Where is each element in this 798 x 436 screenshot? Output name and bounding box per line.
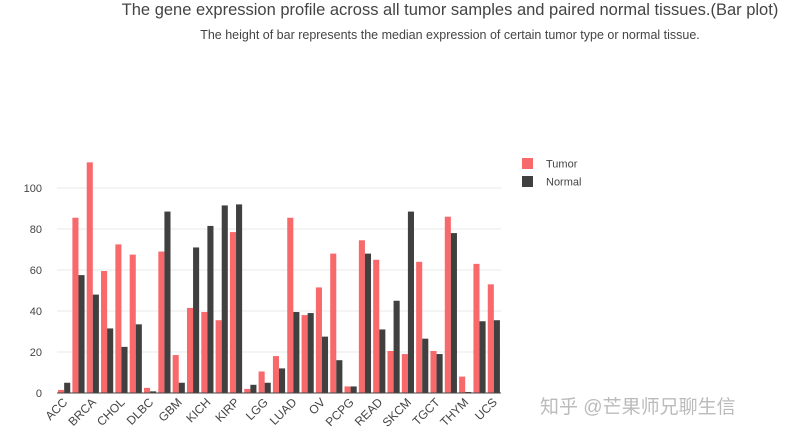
bar-tumor-stad (416, 261, 423, 393)
bar-normal-kirc (221, 205, 228, 393)
bar-normal-coad (135, 324, 142, 393)
bar-normal-laml (250, 384, 257, 393)
bar-tumor-lihc (272, 356, 279, 393)
bar-normal-lgg (264, 382, 271, 393)
legend-swatch-tumor (522, 158, 533, 169)
x-tick-label: LUAD (267, 395, 300, 428)
bar-tumor-kirp (229, 232, 237, 393)
bar-normal-stad (422, 338, 429, 393)
bar-normal-skcm (407, 211, 414, 393)
bar-tumor-brca (86, 162, 93, 393)
bar-tumor-thym (459, 376, 466, 393)
y-tick-label: 20 (30, 347, 42, 359)
bar-normal-chol (121, 346, 128, 393)
legend-label-tumor: Tumor (546, 159, 578, 171)
bar-tumor-acc (58, 389, 65, 393)
y-tick-label: 0 (36, 388, 42, 400)
bar-tumor-thca (444, 216, 451, 393)
bar-normal-luad (293, 312, 300, 393)
bar-normal-gbm (178, 382, 185, 393)
bar-normal-kich (207, 225, 214, 393)
bar-tumor-gbm (172, 355, 179, 393)
x-tick-label: SKCM (380, 395, 414, 429)
bar-normal-thym (465, 391, 472, 393)
legend-label-normal: Normal (546, 177, 581, 189)
bar-tumor-blca (72, 217, 79, 393)
x-tick-label: READ (352, 395, 386, 429)
bar-tumor-hnsc (186, 307, 194, 393)
bar-tumor-ucs (487, 284, 494, 393)
y-tick-label: 40 (30, 306, 42, 318)
bar-tumor-dlbc (144, 387, 151, 393)
bar-tumor-chol (115, 244, 122, 393)
x-tick-label: OV (306, 395, 328, 417)
bar-normal-paad (336, 360, 343, 393)
bar-normal-ucec (479, 321, 486, 393)
bar-tumor-skcm (401, 354, 408, 393)
chart-subtitle: The height of bar represents the median … (200, 28, 700, 42)
bar-normal-kirp (236, 204, 243, 393)
bar-normal-lihc (279, 368, 286, 393)
bar-tumor-ov (315, 287, 322, 393)
bar-normal-blca (78, 275, 85, 393)
bar-tumor-tgct (430, 350, 437, 393)
x-tick-label: KICH (183, 395, 213, 425)
bar-normal-lusc (307, 313, 314, 393)
x-tick-label: GBM (156, 395, 185, 424)
bar-normal-hnsc (193, 247, 200, 393)
bar-normal-dlbc (150, 391, 157, 393)
bar-tumor-lgg (258, 371, 265, 393)
bar-normal-acc (64, 382, 71, 393)
bar-normal-prad (364, 253, 372, 393)
bar-normal-brca (92, 294, 99, 393)
bar-tumor-sarc (387, 350, 394, 393)
bar-tumor-ucec (473, 263, 480, 393)
bar-normal-tgct (436, 354, 443, 393)
watermark: 知乎 @芒果师兄聊生信 (540, 397, 736, 418)
bar-normal-pcpg (350, 386, 357, 393)
bar-normal-ucs (493, 320, 500, 393)
y-tick-label: 100 (24, 183, 42, 195)
x-tick-label: CHOL (94, 395, 128, 429)
legend-swatch-normal (522, 176, 533, 187)
bar-tumor-kich (201, 312, 208, 393)
x-tick-label: DLBC (124, 395, 157, 428)
chart-title: The gene expression profile across all t… (121, 1, 779, 19)
bar-tumor-read (373, 259, 380, 393)
bar-normal-thca (450, 233, 457, 393)
bar-normal-sarc (393, 300, 400, 393)
bar-normal-esca (164, 211, 171, 393)
bar-tumor-paad (330, 253, 337, 393)
x-tick-label: TGCT (410, 395, 443, 428)
y-tick-label: 60 (30, 265, 42, 277)
bar-normal-cesc (107, 328, 114, 393)
bar-tumor-laml (244, 388, 251, 393)
bar-tumor-lusc (301, 315, 308, 393)
bar-tumor-pcpg (344, 386, 351, 393)
bar-tumor-prad (358, 240, 365, 393)
x-tick-label: KIRP (212, 395, 242, 425)
bar-normal-ov (321, 336, 329, 393)
x-tick-label: THYM (437, 395, 471, 429)
x-tick-label: PCPG (323, 395, 357, 429)
bar-tumor-coad (129, 254, 136, 393)
bar-normal-read (379, 329, 386, 393)
bar-tumor-esca (158, 251, 165, 393)
bar-tumor-luad (287, 217, 294, 393)
y-tick-label: 80 (30, 224, 42, 236)
bar-tumor-cesc (101, 271, 108, 393)
x-tick-label: UCS (472, 395, 500, 423)
x-tick-label: BRCA (65, 395, 98, 428)
bar-tumor-kirc (215, 320, 222, 393)
